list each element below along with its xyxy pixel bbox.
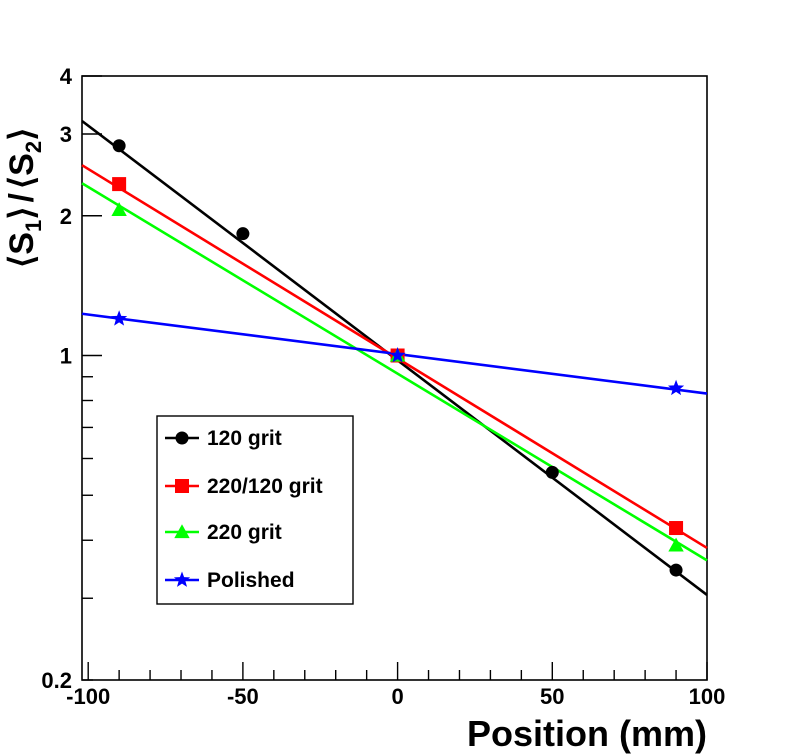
data-point-220-grit	[111, 202, 127, 216]
x-tick-label: 100	[689, 684, 726, 709]
x-axis: -100 -50 0 50 100	[66, 662, 725, 709]
data-point-polished	[111, 310, 128, 326]
legend-label: Polished	[207, 569, 295, 592]
legend-entry-220-120-grit: 220/120 grit	[165, 475, 323, 498]
y-axis: 0.2 1 2 3 4	[41, 64, 102, 693]
y-axis-title: ⟨S1⟩/⟨S2⟩	[3, 128, 46, 268]
legend-label: 220/120 grit	[207, 475, 323, 498]
data-point-120-grit	[545, 465, 559, 479]
y-title-s1: S	[3, 232, 41, 255]
legend-entry-polished: Polished	[165, 569, 295, 592]
y-title-left-bracket-2: ⟨	[3, 176, 41, 189]
legend-entry-220-grit: 220 grit	[165, 521, 282, 544]
x-tick-label: -100	[66, 684, 110, 709]
legend-marker	[175, 431, 189, 445]
data-point-polished	[389, 347, 406, 363]
data-markers	[111, 139, 685, 577]
data-point-220-grit	[668, 537, 684, 552]
legend: 120 grit 220/120 grit 220 grit Polished	[156, 415, 354, 605]
y-title-s2: S	[3, 153, 41, 176]
data-point-polished	[667, 379, 685, 396]
y-title-slash: /	[3, 193, 41, 203]
y-title-right-bracket-1: ⟩	[3, 207, 41, 220]
y-tick-label: 2	[60, 204, 72, 229]
data-point-120-grit	[112, 139, 126, 153]
y-tick-label: 3	[60, 122, 72, 147]
data-point-120-grit	[236, 227, 250, 241]
data-point-120-grit	[669, 563, 683, 577]
y-tick-label: 4	[60, 64, 73, 89]
y-title-s1-sub: 1	[21, 220, 46, 232]
legend-label: 120 grit	[207, 427, 282, 450]
legend-marker	[174, 524, 190, 539]
svg-text:⟨S1⟩/⟨S2⟩: ⟨S1⟩/⟨S2⟩	[3, 128, 46, 268]
legend-entry-120-grit: 120 grit	[165, 427, 282, 450]
plot-frame	[81, 75, 708, 681]
data-point-220-120-grit	[112, 177, 127, 192]
x-tick-label: 50	[540, 684, 564, 709]
y-tick-label: 0.2	[41, 668, 72, 693]
y-tick-label: 1	[60, 344, 72, 369]
legend-label: 220 grit	[207, 521, 282, 544]
x-tick-label: 0	[391, 684, 403, 709]
y-title-right-bracket-2: ⟩	[3, 128, 41, 141]
legend-marker	[175, 479, 189, 493]
y-title-left-bracket-1: ⟨	[3, 255, 41, 268]
fit-line-220-grit	[81, 182, 708, 562]
legend-marker	[173, 571, 191, 587]
x-tick-label: -50	[227, 684, 259, 709]
y-title-s2-sub: 2	[21, 141, 46, 153]
x-axis-title: Position (mm)	[467, 713, 707, 754]
data-point-220-120-grit	[669, 521, 684, 536]
legend-box	[156, 415, 354, 605]
